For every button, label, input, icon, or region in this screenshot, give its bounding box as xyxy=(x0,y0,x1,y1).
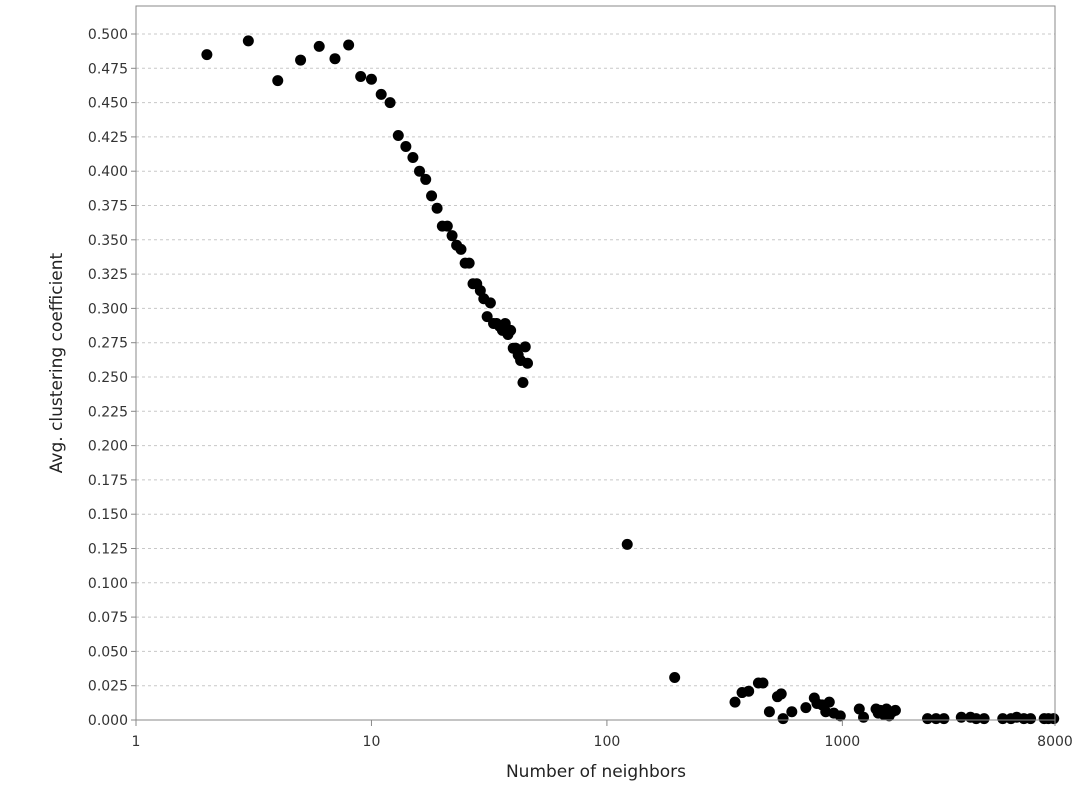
data-point xyxy=(786,706,798,718)
x-tick-label: 8000 xyxy=(1037,734,1073,750)
y-tick-label: 0.250 xyxy=(88,370,128,386)
y-tick-label: 0.050 xyxy=(88,644,128,660)
data-point xyxy=(853,703,865,715)
y-tick-label: 0.325 xyxy=(88,267,128,283)
y-tick-label: 0.425 xyxy=(88,130,128,146)
data-point xyxy=(431,202,443,214)
data-point xyxy=(743,685,755,697)
y-axis-title: Avg. clustering coefficient xyxy=(47,252,67,473)
data-point xyxy=(669,671,681,683)
data-point xyxy=(889,704,901,716)
data-point xyxy=(522,357,534,369)
data-point xyxy=(414,165,426,177)
data-point xyxy=(329,53,341,65)
data-point xyxy=(375,88,387,100)
y-tick-label: 0.350 xyxy=(88,233,128,249)
y-tick-label: 0.275 xyxy=(88,336,128,352)
y-tick-label: 0.475 xyxy=(88,61,128,77)
x-tick-label: 1000 xyxy=(825,734,861,750)
data-point xyxy=(858,711,870,723)
y-tick-label: 0.025 xyxy=(88,679,128,695)
data-point xyxy=(763,706,775,718)
data-point xyxy=(775,688,787,700)
data-point xyxy=(484,297,496,309)
data-point xyxy=(392,130,404,142)
data-point xyxy=(777,713,789,725)
data-point xyxy=(407,151,419,163)
data-point xyxy=(201,49,213,61)
data-point xyxy=(313,40,325,52)
data-point xyxy=(922,713,934,725)
y-tick-label: 0.075 xyxy=(88,610,128,626)
data-point xyxy=(343,39,355,51)
data-point xyxy=(455,243,467,255)
y-tick-label: 0.375 xyxy=(88,199,128,215)
data-point xyxy=(426,190,438,202)
data-point xyxy=(519,341,531,353)
data-point xyxy=(295,54,307,66)
data-point xyxy=(272,75,284,87)
data-point xyxy=(930,713,942,725)
data-point xyxy=(757,677,769,689)
x-tick-label: 10 xyxy=(363,734,381,750)
data-point xyxy=(1025,713,1037,725)
data-point xyxy=(834,710,846,722)
x-tick-label: 100 xyxy=(594,734,621,750)
y-tick-label: 0.200 xyxy=(88,439,128,455)
data-point xyxy=(729,696,741,708)
y-tick-label: 0.500 xyxy=(88,27,128,43)
y-tick-label: 0.175 xyxy=(88,473,128,489)
data-point xyxy=(823,696,835,708)
data-point xyxy=(400,141,412,153)
data-point xyxy=(474,285,486,297)
y-tick-label: 0.450 xyxy=(88,96,128,112)
y-axis-ticks: 0.000 0.025 0.050 0.075 0.100 0.125 0.150 0.175… xyxy=(88,27,136,729)
y-tick-label: 0.000 xyxy=(88,713,128,729)
data-point xyxy=(463,257,475,269)
data-point xyxy=(820,706,832,718)
data-point xyxy=(441,220,453,232)
data-point xyxy=(997,713,1009,725)
x-axis-title: Number of neighbors xyxy=(506,762,686,782)
data-point xyxy=(365,73,377,85)
data-point xyxy=(517,376,529,388)
data-point xyxy=(978,713,990,725)
data-point xyxy=(384,97,396,109)
x-axis-ticks: 1 10 100 1000 8000 xyxy=(132,720,1073,750)
data-point xyxy=(505,324,517,336)
data-point xyxy=(800,702,812,714)
y-tick-label: 0.150 xyxy=(88,507,128,523)
data-point xyxy=(420,173,432,185)
y-tick-label: 0.225 xyxy=(88,404,128,420)
data-point xyxy=(621,538,633,550)
y-tick-label: 0.400 xyxy=(88,164,128,180)
data-point xyxy=(970,713,982,725)
y-tick-label: 0.125 xyxy=(88,542,128,558)
x-tick-label: 1 xyxy=(132,734,141,750)
data-point xyxy=(938,713,950,725)
axes xyxy=(131,5,1056,721)
data-point xyxy=(446,230,458,242)
data-point xyxy=(242,35,254,47)
y-tick-label: 0.100 xyxy=(88,576,128,592)
y-tick-label: 0.300 xyxy=(88,301,128,317)
data-points xyxy=(201,35,1060,725)
data-point xyxy=(355,71,367,83)
data-point xyxy=(1048,713,1060,725)
